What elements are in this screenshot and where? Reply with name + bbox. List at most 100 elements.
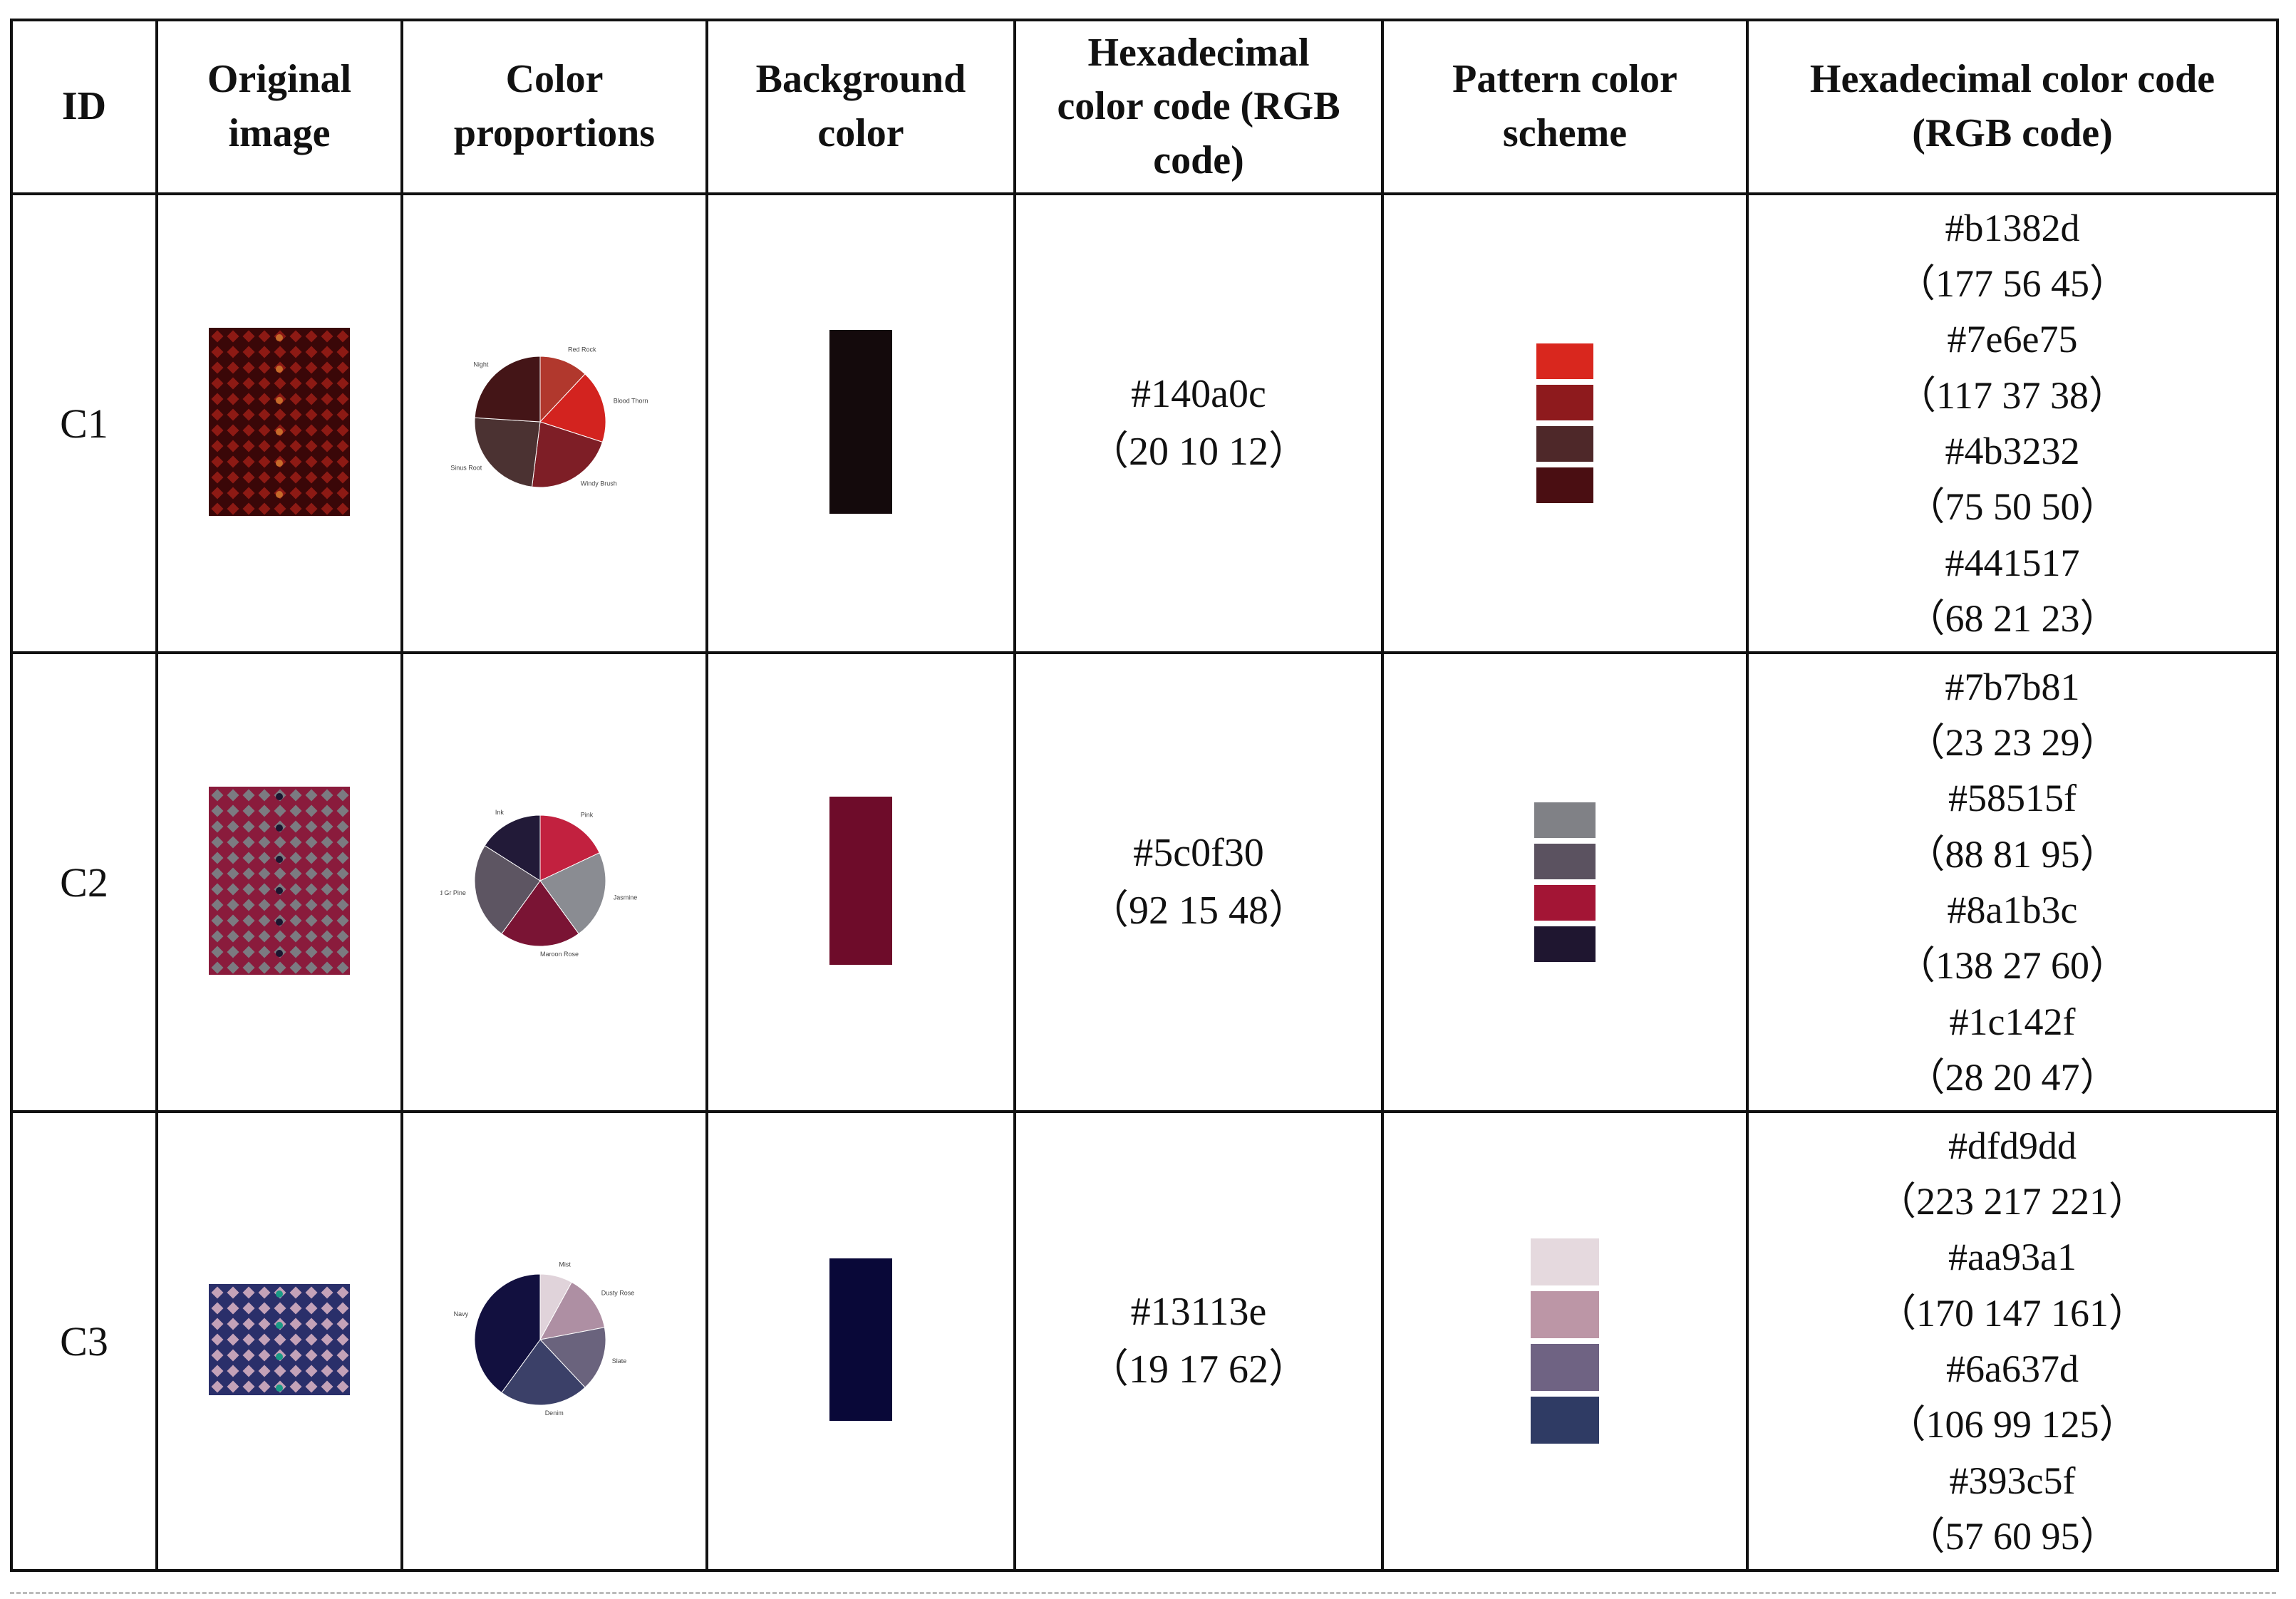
pattern-swatch xyxy=(1534,885,1596,921)
pattern-hex-code: #aa93a1 xyxy=(1948,1236,2077,1279)
pattern-motif xyxy=(211,502,224,514)
pattern-hex-code: #4b3232 xyxy=(1945,430,2080,472)
pattern-motif xyxy=(289,487,302,499)
pie-slice xyxy=(539,373,606,443)
pattern-motif xyxy=(242,440,255,452)
pattern-hex-code: #b1382d xyxy=(1945,206,2080,249)
pattern-swatch xyxy=(1534,926,1596,962)
pie-slice-label: Night xyxy=(473,361,489,368)
pattern-motif xyxy=(321,471,333,483)
pattern-motif xyxy=(211,455,224,467)
header-line: Hexadecimal color code xyxy=(1809,57,2215,102)
pattern-motif xyxy=(258,455,271,467)
pattern-scheme-cell xyxy=(1381,192,1749,654)
pattern-swatch xyxy=(1531,1238,1599,1285)
pattern-rgb-code: （23 23 29） xyxy=(1906,721,2119,765)
original-image-cell xyxy=(155,1110,403,1572)
pattern-motif xyxy=(336,440,349,452)
pattern-motif xyxy=(336,424,349,436)
header-line: Original xyxy=(207,57,352,102)
pattern-swatch xyxy=(1531,1291,1599,1338)
pattern-accent xyxy=(276,490,283,498)
pattern-motif xyxy=(321,408,333,420)
background-hex: #5c0f30 xyxy=(1133,830,1264,875)
pie-slice-label: Sinus Root xyxy=(450,464,482,471)
background-hex: #13113e xyxy=(1130,1289,1267,1334)
pie-slice-label: Maroon Rose xyxy=(540,951,579,958)
pattern-motif xyxy=(211,440,224,452)
pattern-motif xyxy=(289,424,302,436)
pattern-motif xyxy=(227,502,239,514)
pattern-motif xyxy=(289,502,302,514)
pie-slice xyxy=(501,879,579,946)
pattern-codes-cell: #dfd9dd （223 217 221） #aa93a1 （170 147 161）… xyxy=(1746,1110,2279,1572)
pie-slice-label: Windy Brush xyxy=(581,480,617,487)
background-hex-cell: #5c0f30 （92 15 48） xyxy=(1013,651,1384,1113)
pattern-swatch xyxy=(1534,802,1596,838)
background-rgb: （20 10 12） xyxy=(1089,430,1308,474)
pattern-motif xyxy=(242,502,255,514)
pattern-motif xyxy=(258,424,271,436)
header-id: ID xyxy=(10,19,158,195)
pattern-motif xyxy=(305,455,318,467)
original-image xyxy=(209,1283,350,1395)
pattern-motif xyxy=(274,502,286,514)
pattern-motif xyxy=(258,471,271,483)
pattern-motif xyxy=(336,455,349,467)
row-id-text: C2 xyxy=(60,859,108,906)
pattern-motif xyxy=(289,471,302,483)
pattern-motif xyxy=(242,455,255,467)
proportion-pie-chart: Mist Dusty Rose Slate Denim Navy xyxy=(454,1261,635,1417)
pattern-motif xyxy=(321,377,333,389)
pattern-motif xyxy=(242,393,255,405)
pattern-motif xyxy=(211,471,224,483)
background-color-cell xyxy=(705,1110,1016,1572)
pattern-swatch xyxy=(1531,1344,1599,1391)
pattern-motif xyxy=(258,377,271,389)
background-color-cell xyxy=(705,651,1016,1113)
pattern-motif xyxy=(336,377,349,389)
pattern-motif xyxy=(336,502,349,514)
header-line: proportions xyxy=(453,111,656,155)
pie-slice xyxy=(474,355,541,423)
background-hex-cell: #13113e （19 17 62） xyxy=(1013,1110,1384,1572)
pattern-hex-code: #7e6e75 xyxy=(1947,318,2078,361)
header-line: (RGB code) xyxy=(1912,111,2113,155)
pattern-rgb-code: （88 81 95） xyxy=(1906,832,2119,876)
pattern-motif xyxy=(242,487,255,499)
background-hex-cell: #140a0c （20 10 12） xyxy=(1013,192,1384,654)
pattern-motif xyxy=(305,471,318,483)
pattern-motif xyxy=(227,393,239,405)
pattern-motif xyxy=(321,393,333,405)
pie-slice xyxy=(539,1326,606,1388)
pattern-hex-code: #393c5f xyxy=(1949,1459,2076,1502)
pattern-swatch xyxy=(1536,467,1593,503)
pattern-motif xyxy=(321,440,333,452)
pattern-motif xyxy=(336,487,349,499)
pattern-hex-code: #441517 xyxy=(1945,541,2080,584)
color-analysis-table: ID Original image Color proportions Back… xyxy=(10,19,2279,1572)
table-row: C3 Mist Dusty Rose Slate Denim Navy #13113e … xyxy=(10,1110,2279,1572)
pattern-motif xyxy=(274,408,286,420)
pie-slice-label: Denim xyxy=(545,1409,564,1416)
pattern-motif xyxy=(242,408,255,420)
pattern-motif xyxy=(336,471,349,483)
pattern-motif xyxy=(227,408,239,420)
pattern-motif xyxy=(305,440,318,452)
pattern-codes-cell: #7b7b81 （23 23 29） #58515f （88 81 95） #8a1b3… xyxy=(1746,651,2279,1113)
pattern-motif xyxy=(258,408,271,420)
row-id: C2 xyxy=(10,651,158,1113)
color-proportions-cell: Pink Jasmine Maroon Rose Mid Gr Pine Ink xyxy=(400,651,708,1113)
pie-slice-label: Red Rock xyxy=(568,346,596,353)
row-id: C3 xyxy=(10,1110,158,1572)
pattern-codes-cell: #b1382d （177 56 45） #7e6e75 （117 37 38） #4b3… xyxy=(1746,192,2279,654)
header-line: code) xyxy=(1153,138,1244,182)
pattern-motif xyxy=(258,393,271,405)
pattern-motif xyxy=(289,455,302,467)
header-line: Background xyxy=(755,57,966,102)
background-swatch xyxy=(829,329,892,514)
pattern-motif xyxy=(227,377,239,389)
header-line: Hexadecimal xyxy=(1087,30,1310,75)
background-hex: #140a0c xyxy=(1131,371,1266,416)
pie-slice xyxy=(474,417,541,487)
